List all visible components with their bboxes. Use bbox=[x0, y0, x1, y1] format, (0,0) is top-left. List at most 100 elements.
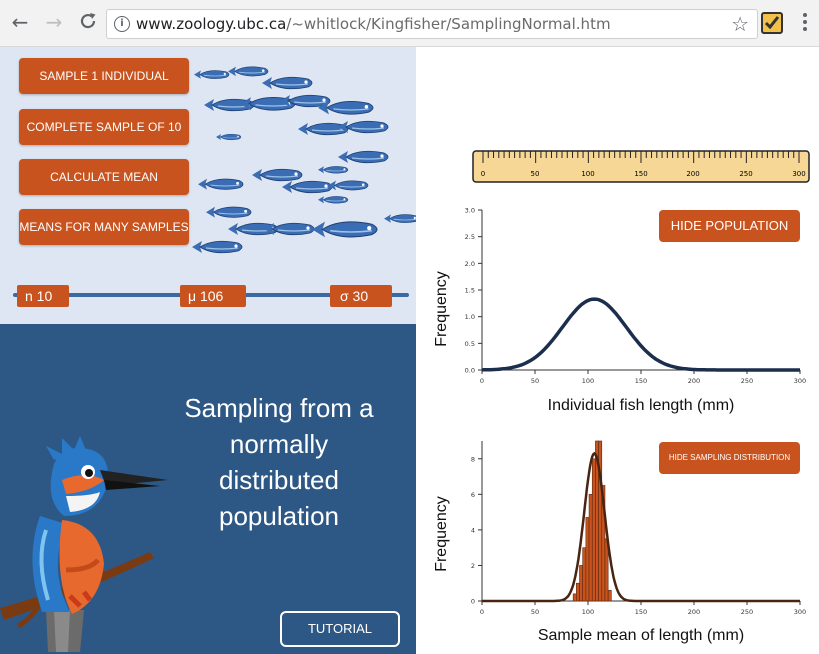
sampling-distribution-chart: 0 50 100 150 200 250 300 0 2 4 6 8 bbox=[471, 440, 806, 616]
population-curve bbox=[481, 297, 800, 372]
fish-icon bbox=[280, 94, 331, 108]
fish-icon bbox=[262, 76, 313, 90]
histogram-bar bbox=[576, 582, 580, 602]
many-samples-button[interactable]: MEANS FOR MANY SAMPLES bbox=[19, 209, 189, 245]
mu-slider-handle[interactable]: μ 106 bbox=[180, 285, 246, 307]
measuring-ruler[interactable]: 0 50 100 150 200 250 300 bbox=[472, 150, 811, 184]
sampling-y-tick-label: 0 bbox=[471, 598, 475, 606]
histogram-bar bbox=[585, 517, 590, 602]
sampling-x-tick-label: 100 bbox=[582, 608, 594, 616]
fish-icon bbox=[318, 101, 374, 115]
browser-menu-icon[interactable] bbox=[797, 10, 813, 36]
tutorial-button[interactable]: TUTORIAL bbox=[280, 611, 400, 647]
n-slider-handle[interactable]: n 10 bbox=[17, 285, 69, 307]
calculate-mean-button[interactable]: CALCULATE MEAN bbox=[19, 159, 189, 195]
ruler-tick-0: 0 bbox=[481, 170, 485, 178]
fish-icon bbox=[198, 178, 244, 190]
fish-icon bbox=[194, 70, 230, 79]
fish-icon bbox=[338, 120, 389, 134]
ruler-tick-100: 100 bbox=[581, 170, 594, 178]
population-y-tick-label: 3.0 bbox=[465, 207, 475, 215]
checkmark-icon bbox=[764, 16, 780, 30]
fish-icon bbox=[264, 222, 315, 236]
forward-icon[interactable]: → bbox=[45, 10, 63, 34]
sampling-y-tick-label: 2 bbox=[471, 562, 475, 570]
population-x-tick-label: 0 bbox=[480, 377, 484, 385]
histogram-bar bbox=[588, 494, 593, 602]
histogram-bar bbox=[582, 547, 587, 602]
population-x-tick-label: 50 bbox=[531, 377, 539, 385]
intro-panel: Sampling from a normally distributed pop… bbox=[0, 324, 416, 654]
bookmark-star-icon[interactable]: ☆ bbox=[731, 12, 749, 36]
population-y-tick-label: 0.0 bbox=[465, 367, 475, 375]
title-line-1: Sampling from a bbox=[184, 393, 374, 423]
sampling-y-tick-label: 6 bbox=[471, 491, 475, 499]
fish-icon bbox=[216, 133, 242, 141]
sigma-slider-handle[interactable]: σ 30 bbox=[330, 285, 392, 307]
title-line-4: population bbox=[219, 501, 339, 531]
address-bar[interactable]: i www.zoology.ubc.ca/~whitlock/Kingfishe… bbox=[106, 9, 758, 39]
ruler-tick-150: 150 bbox=[634, 170, 647, 178]
url-domain: www.zoology.ubc.ca bbox=[136, 15, 287, 33]
population-x-tick-label: 250 bbox=[741, 377, 753, 385]
sampling-x-tick-label: 0 bbox=[480, 608, 484, 616]
hide-population-button[interactable]: HIDE POPULATION bbox=[659, 210, 800, 242]
fish-icon bbox=[192, 240, 243, 254]
ruler-tick-50: 50 bbox=[531, 170, 540, 178]
sample-one-button[interactable]: SAMPLE 1 INDIVIDUAL bbox=[19, 58, 189, 94]
population-y-tick-label: 0.5 bbox=[465, 340, 475, 348]
fish-icon bbox=[312, 221, 378, 238]
population-x-tick-label: 300 bbox=[794, 377, 806, 385]
population-y-tick-label: 2.0 bbox=[465, 260, 475, 268]
population-y-tick-label: 1.0 bbox=[465, 313, 475, 321]
fish-icon bbox=[318, 166, 349, 174]
ruler-tick-250: 250 bbox=[739, 170, 752, 178]
histogram-bar bbox=[572, 593, 577, 602]
url-path: /~whitlock/Kingfisher/SamplingNormal.htm bbox=[286, 15, 611, 33]
sampling-y-tick-label: 4 bbox=[471, 526, 475, 534]
sampling-xlabel: Sample mean of length (mm) bbox=[537, 627, 745, 644]
reload-icon-svg bbox=[80, 13, 96, 29]
title-line-2: normally bbox=[229, 429, 329, 459]
fish-icon bbox=[318, 196, 349, 204]
fish-icon bbox=[384, 214, 416, 223]
population-x-tick-label: 150 bbox=[635, 377, 647, 385]
charts-panel: 0 50 100 150 200 250 300 0 50 100 150 200 250… bbox=[416, 47, 819, 654]
ruler-tick-300: 300 bbox=[792, 170, 805, 178]
population-chart: 0 50 100 150 200 250 300 0.0 0.5 1.0 1.5 2.0 2.5 3.0 bbox=[465, 207, 807, 386]
sampling-x-tick-label: 300 bbox=[794, 608, 806, 616]
population-y-tick-label: 1.5 bbox=[465, 287, 475, 295]
fish-icon bbox=[328, 180, 369, 191]
title-line-3: distributed bbox=[219, 465, 339, 495]
histogram-bar bbox=[579, 565, 584, 602]
extension-icon[interactable] bbox=[761, 12, 783, 34]
sampling-y-tick-label: 8 bbox=[471, 455, 475, 463]
fish-icon bbox=[338, 150, 389, 164]
fish-icon bbox=[228, 66, 269, 77]
page-title: Sampling from a normally distributed pop… bbox=[168, 390, 390, 534]
sampling-x-tick-label: 200 bbox=[688, 608, 700, 616]
population-ylabel: Frequency bbox=[433, 271, 450, 347]
sampling-x-tick-label: 150 bbox=[635, 608, 647, 616]
fish-school bbox=[192, 66, 416, 254]
ruler-tick-200: 200 bbox=[686, 170, 699, 178]
sampling-curve bbox=[482, 451, 800, 603]
sampling-x-tick-label: 250 bbox=[741, 608, 753, 616]
url-text[interactable]: www.zoology.ubc.ca/~whitlock/Kingfisher/… bbox=[136, 15, 611, 33]
population-y-tick-label: 2.5 bbox=[465, 233, 475, 241]
complete-sample-button[interactable]: COMPLETE SAMPLE OF 10 bbox=[19, 109, 189, 145]
hide-sampling-distribution-button[interactable]: HIDE SAMPLING DISTRIBUTION bbox=[659, 442, 800, 474]
sampling-controls-panel: SAMPLE 1 INDIVIDUAL COMPLETE SAMPLE OF 1… bbox=[0, 47, 416, 324]
sampling-x-tick-label: 50 bbox=[531, 608, 539, 616]
population-xlabel: Individual fish length (mm) bbox=[547, 397, 735, 414]
info-icon[interactable]: i bbox=[114, 16, 130, 32]
back-icon[interactable]: ← bbox=[11, 10, 29, 34]
fish-icon bbox=[206, 206, 252, 218]
histogram-bar bbox=[591, 458, 596, 602]
fish-icon bbox=[282, 180, 333, 194]
fish-icon bbox=[298, 122, 349, 136]
population-x-tick-label: 200 bbox=[688, 377, 700, 385]
fish-icon bbox=[252, 168, 303, 182]
reload-icon[interactable] bbox=[76, 10, 100, 34]
